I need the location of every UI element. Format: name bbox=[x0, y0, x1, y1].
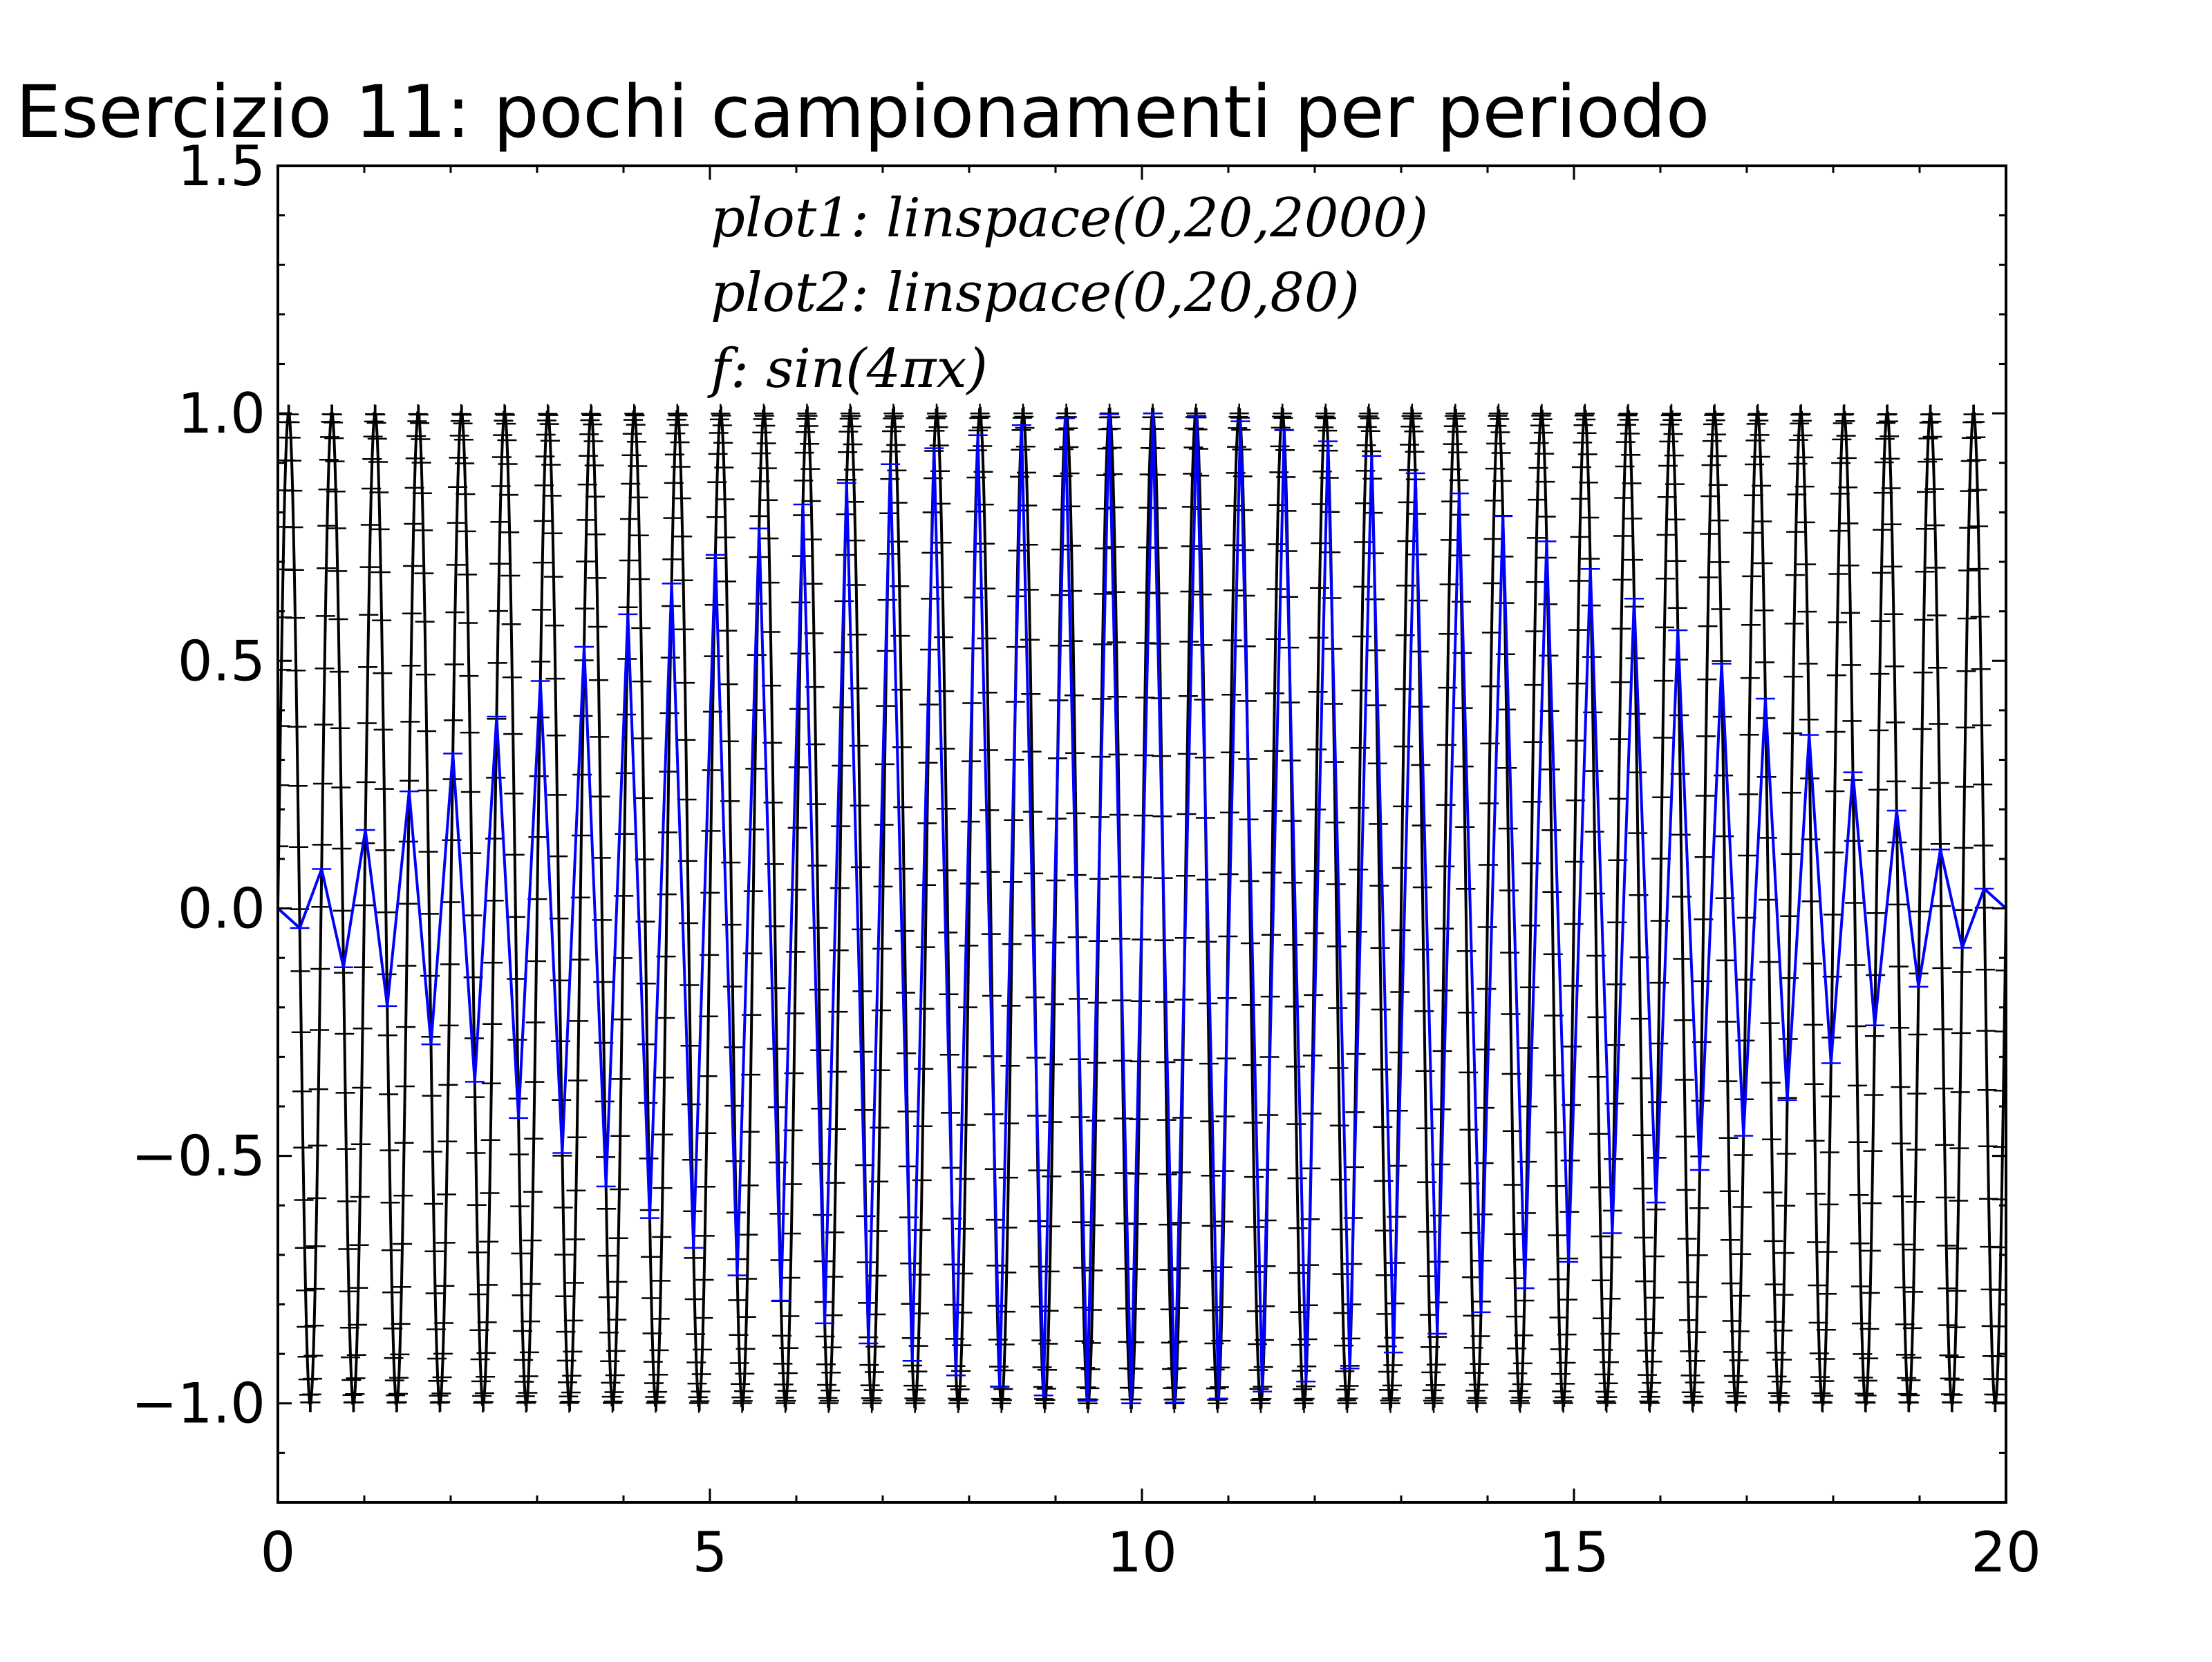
annotation-function: f: sin(4πx) bbox=[707, 338, 988, 400]
series-dense-markers bbox=[278, 404, 2006, 1413]
y-tick-label: 0.5 bbox=[178, 629, 265, 693]
y-tick-label: 0.0 bbox=[178, 876, 265, 941]
series-sparse-line bbox=[278, 412, 2006, 1405]
x-tick-label: 0 bbox=[261, 1520, 296, 1585]
chart-title: Esercizio 11: pochi campionamenti per pe… bbox=[16, 70, 1710, 154]
annotation-plot2: plot2: linspace(0,20,80) bbox=[711, 262, 1360, 324]
y-tick-label: −0.5 bbox=[131, 1124, 265, 1189]
x-tick-labels: 0 5 10 15 20 bbox=[261, 1520, 2041, 1585]
series-sparse-markers bbox=[278, 413, 2006, 1404]
y-tick-label: 1.0 bbox=[178, 381, 265, 446]
y-tick-labels: 1.5 1.0 0.5 0.0 −0.5 −1.0 bbox=[131, 134, 265, 1436]
series-sparse-group bbox=[278, 412, 2006, 1405]
plot-frame bbox=[276, 164, 2007, 1504]
plot-area bbox=[278, 404, 2006, 1413]
x-tick-label: 20 bbox=[1971, 1520, 2041, 1585]
x-tick-label: 10 bbox=[1107, 1520, 1177, 1585]
annotation-plot1: plot1: linspace(0,20,2000) bbox=[711, 187, 1428, 249]
y-tick-label: 1.5 bbox=[178, 134, 265, 198]
x-tick-label: 5 bbox=[693, 1520, 728, 1585]
y-tick-label: −1.0 bbox=[131, 1372, 265, 1436]
x-tick-label: 15 bbox=[1539, 1520, 1609, 1585]
